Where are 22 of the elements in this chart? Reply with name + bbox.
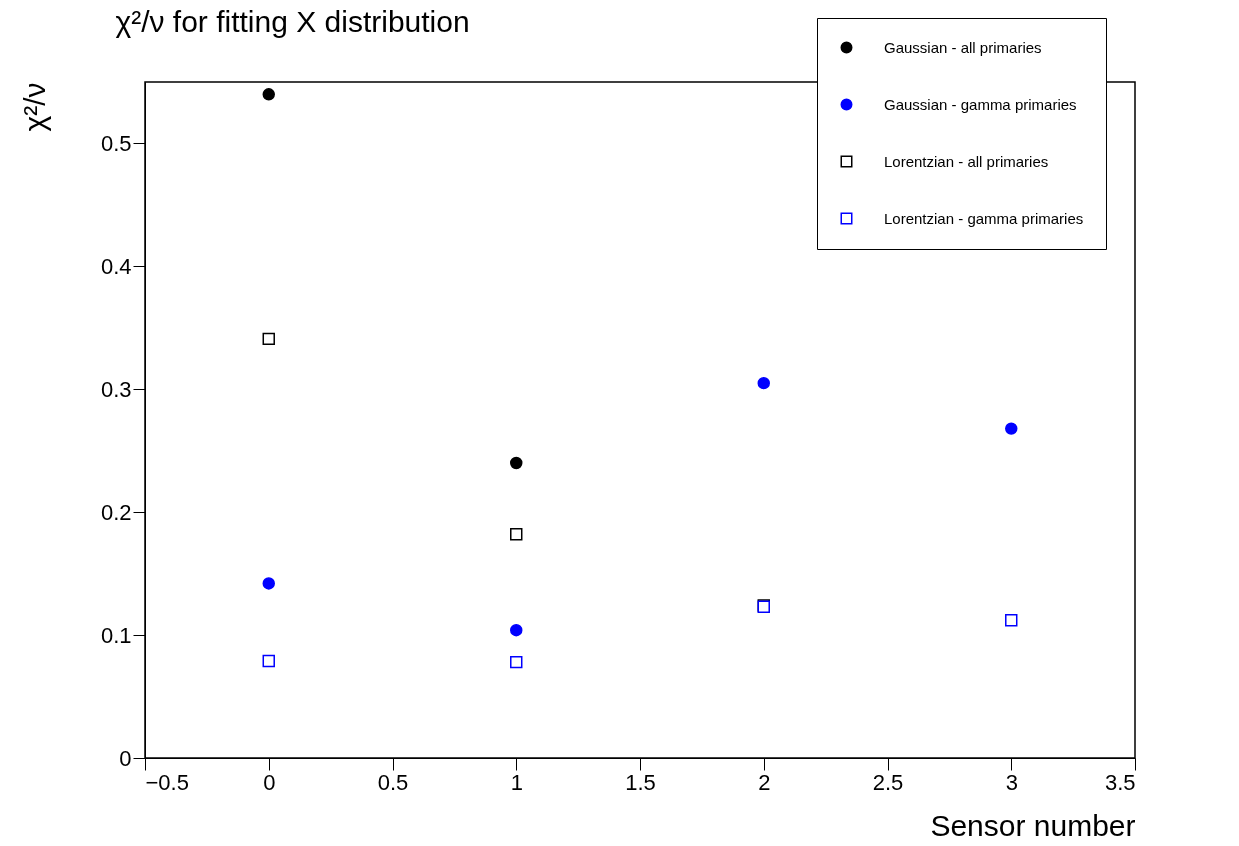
y-tick-label: 0.5 xyxy=(100,130,132,156)
y-tick-label: 0.2 xyxy=(100,499,132,525)
y-tick-label: 0.4 xyxy=(100,253,132,279)
legend-label: Lorentzian - gamma primaries xyxy=(884,209,1084,227)
legend-label: Gaussian - gamma primaries xyxy=(884,95,1077,113)
y-axis-title: χ²/ν xyxy=(17,82,51,132)
x-tick-label: 0 xyxy=(263,769,276,795)
chart-title: χ²/ν for fitting X distribution xyxy=(115,4,470,38)
x-tick-label: 1 xyxy=(510,769,523,795)
x-tick-label: 2 xyxy=(758,769,771,795)
x-tick-label: 2.5 xyxy=(872,769,904,795)
y-tick-label: 0.1 xyxy=(100,622,132,648)
x-tick-label: −0.5 xyxy=(145,769,189,795)
x-tick-label: 3.5 xyxy=(1104,769,1136,795)
x-axis-title: Sensor number xyxy=(930,808,1136,842)
legend-label: Gaussian - all primaries xyxy=(884,38,1042,56)
x-tick-label: 0.5 xyxy=(377,769,409,795)
legend-label: Lorentzian - all primaries xyxy=(884,152,1049,170)
y-tick-label: 0 xyxy=(119,745,132,771)
x-tick-label: 3 xyxy=(1005,769,1018,795)
x-tick-label: 1.5 xyxy=(625,769,656,795)
y-tick-label: 0.3 xyxy=(100,376,132,402)
